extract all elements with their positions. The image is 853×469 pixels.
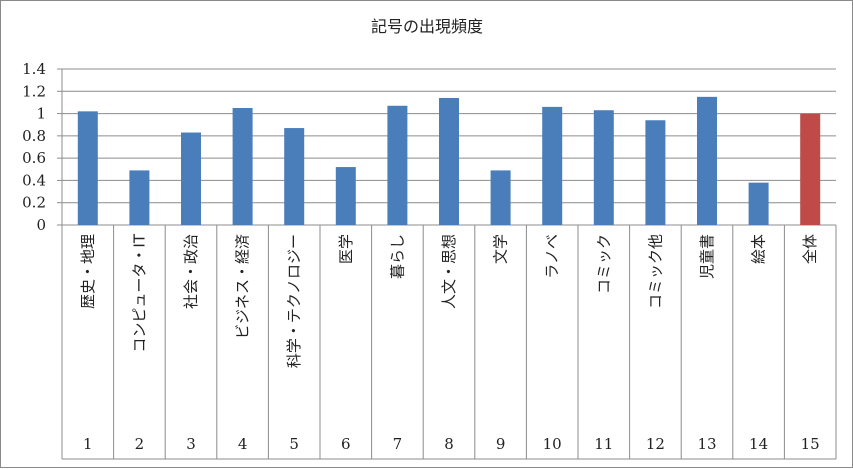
category-number-3: 3 bbox=[186, 435, 196, 453]
bar-14 bbox=[748, 182, 769, 225]
category-label-6: 医学 bbox=[337, 234, 355, 264]
y-tick-label: 0 bbox=[36, 216, 46, 234]
category-number-13: 13 bbox=[697, 435, 716, 453]
category-label-13: 児童書 bbox=[698, 234, 716, 279]
category-number-11: 11 bbox=[594, 435, 613, 453]
y-tick-label: 0.2 bbox=[22, 194, 46, 212]
bar-9 bbox=[490, 170, 511, 225]
category-number-9: 9 bbox=[496, 435, 506, 453]
y-tick-label: 1.2 bbox=[22, 82, 46, 100]
bar-6 bbox=[335, 167, 356, 225]
category-label-2: コンピュータ・IT bbox=[130, 233, 148, 352]
category-label-5: 科学・テクノロジー bbox=[285, 234, 303, 368]
category-number-15: 15 bbox=[801, 435, 820, 453]
bar-11 bbox=[593, 110, 614, 225]
category-number-2: 2 bbox=[135, 435, 145, 453]
category-number-6: 6 bbox=[341, 435, 351, 453]
category-number-8: 8 bbox=[444, 435, 454, 453]
chart-title: 記号の出現頻度 bbox=[371, 17, 483, 36]
bar-13 bbox=[697, 96, 717, 225]
y-tick-label: 0.8 bbox=[22, 127, 46, 145]
bar-7 bbox=[387, 105, 408, 225]
category-label-4: ビジネス・経済 bbox=[234, 234, 252, 339]
y-axis-ticks: 0 0.2 0.4 0.6 0.8 1 1.2 1.4 bbox=[22, 60, 63, 459]
y-tick-label: 0.6 bbox=[22, 149, 46, 167]
category-label-11: コミック bbox=[595, 234, 613, 294]
y-tick-label: 1 bbox=[36, 105, 46, 123]
category-number-1: 1 bbox=[83, 435, 93, 453]
category-label-9: 文学 bbox=[492, 234, 510, 264]
category-label-15: 全体 bbox=[801, 234, 819, 264]
bar-10 bbox=[542, 106, 563, 225]
category-numbers: 1 2 3 4 5 6 7 8 9 10 11 12 13 14 15 bbox=[83, 435, 820, 453]
bar-12 bbox=[645, 120, 666, 225]
category-number-10: 10 bbox=[543, 435, 562, 453]
category-number-12: 12 bbox=[646, 435, 665, 453]
category-label-7: 暮らし bbox=[388, 234, 406, 279]
bar-5 bbox=[284, 128, 305, 225]
bar-4 bbox=[232, 108, 253, 225]
category-label-12: コミック他 bbox=[646, 234, 664, 309]
bar-8 bbox=[439, 97, 459, 225]
category-number-4: 4 bbox=[238, 435, 248, 453]
category-label-1: 歴史・地理 bbox=[79, 234, 97, 309]
bar-1 bbox=[77, 111, 98, 225]
bar-2 bbox=[129, 170, 150, 225]
bars bbox=[77, 96, 821, 225]
category-labels: 歴史・地理 コンピュータ・IT 社会・政治 ビジネス・経済 科学・テクノロジー 医学 暮らし… bbox=[79, 233, 819, 368]
bar-3 bbox=[181, 132, 201, 225]
category-label-14: 絵本 bbox=[750, 234, 768, 264]
category-number-7: 7 bbox=[393, 435, 403, 453]
category-label-10: ラノベ bbox=[543, 234, 561, 279]
y-tick-label: 0.4 bbox=[22, 171, 46, 189]
category-number-14: 14 bbox=[749, 435, 768, 453]
bar-15 bbox=[800, 113, 821, 225]
category-label-8: 人文・思想 bbox=[440, 234, 458, 309]
y-tick-label: 1.4 bbox=[22, 60, 46, 78]
category-number-5: 5 bbox=[289, 435, 299, 453]
category-label-3: 社会・政治 bbox=[182, 234, 200, 309]
